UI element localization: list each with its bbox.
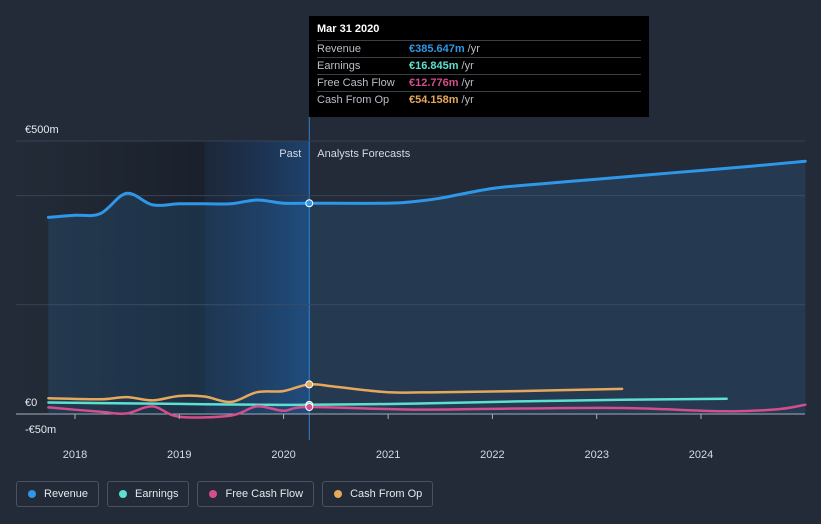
- x-tick-label: 2021: [376, 449, 400, 461]
- tooltip-date: Mar 31 2020: [317, 23, 380, 35]
- cash-from-op-line: [47, 382, 624, 404]
- legend-item-free-cash-flow[interactable]: Free Cash Flow: [197, 481, 315, 507]
- revenue-area: [48, 161, 806, 414]
- tooltip-row-label: Revenue: [317, 43, 362, 55]
- tooltip-row-label: Cash From Op: [317, 94, 390, 106]
- tooltip-row-unit: /yr: [461, 77, 474, 89]
- tooltip-row: Cash From Op €54.158m/yr: [317, 91, 641, 108]
- legend-dot-icon: [209, 490, 218, 498]
- x-tick-label: 2022: [480, 449, 504, 461]
- legend-dot-icon: [28, 490, 36, 498]
- tooltip-row-unit: /yr: [461, 94, 474, 106]
- tooltip-row: Earnings €16.845m/yr: [317, 57, 641, 74]
- legend: Revenue Earnings Free Cash Flow Cash From O…: [16, 481, 434, 507]
- tooltip-row-label: Free Cash Flow: [317, 77, 395, 89]
- past-label: Past: [279, 148, 301, 160]
- tooltip-row-label: Earnings: [317, 60, 361, 72]
- x-tick-label: 2019: [167, 449, 191, 461]
- legend-item-earnings[interactable]: Earnings: [107, 481, 190, 507]
- tooltip: Mar 31 2020 Revenue €385.647m/yr Earnings €…: [309, 16, 649, 117]
- tooltip-row-value: €385.647m: [409, 43, 465, 55]
- legend-dot-icon: [119, 490, 128, 498]
- cash-from-op-marker: [305, 380, 314, 389]
- legend-item-cash-from-op[interactable]: Cash From Op: [322, 481, 434, 507]
- x-tick-label: 2018: [63, 449, 87, 461]
- legend-label: Free Cash Flow: [225, 488, 304, 500]
- tooltip-row: Free Cash Flow €12.776m/yr: [317, 74, 641, 91]
- free-cash-flow-marker: [305, 403, 314, 412]
- x-tick-label: 2020: [271, 449, 295, 461]
- revenue-marker: [305, 199, 314, 208]
- y-axis-label: -€50m: [25, 424, 56, 436]
- tooltip-row-unit: /yr: [461, 60, 474, 72]
- tooltip-row-value: €12.776m: [409, 77, 459, 89]
- legend-label: Cash From Op: [350, 488, 423, 500]
- y-axis-label: €0: [25, 397, 37, 409]
- free-cash-flow-line: [47, 403, 807, 419]
- grid-lines: [16, 140, 805, 415]
- tooltip-row: Revenue €385.647m/yr: [317, 40, 641, 57]
- legend-dot-icon: [334, 490, 343, 498]
- tooltip-row-value: €16.845m: [409, 60, 459, 72]
- legend-label: Earnings: [135, 488, 179, 500]
- tooltip-row-value: €54.158m: [409, 94, 459, 106]
- highlight-region: [204, 141, 310, 414]
- x-tick-label: 2023: [584, 449, 608, 461]
- y-axis-label: €500m: [25, 124, 59, 136]
- x-tick-label: 2024: [689, 449, 713, 461]
- legend-item-revenue[interactable]: Revenue: [16, 481, 100, 507]
- legend-label: Revenue: [44, 488, 89, 500]
- forecast-label: Analysts Forecasts: [317, 148, 410, 160]
- tooltip-row-unit: /yr: [467, 43, 480, 55]
